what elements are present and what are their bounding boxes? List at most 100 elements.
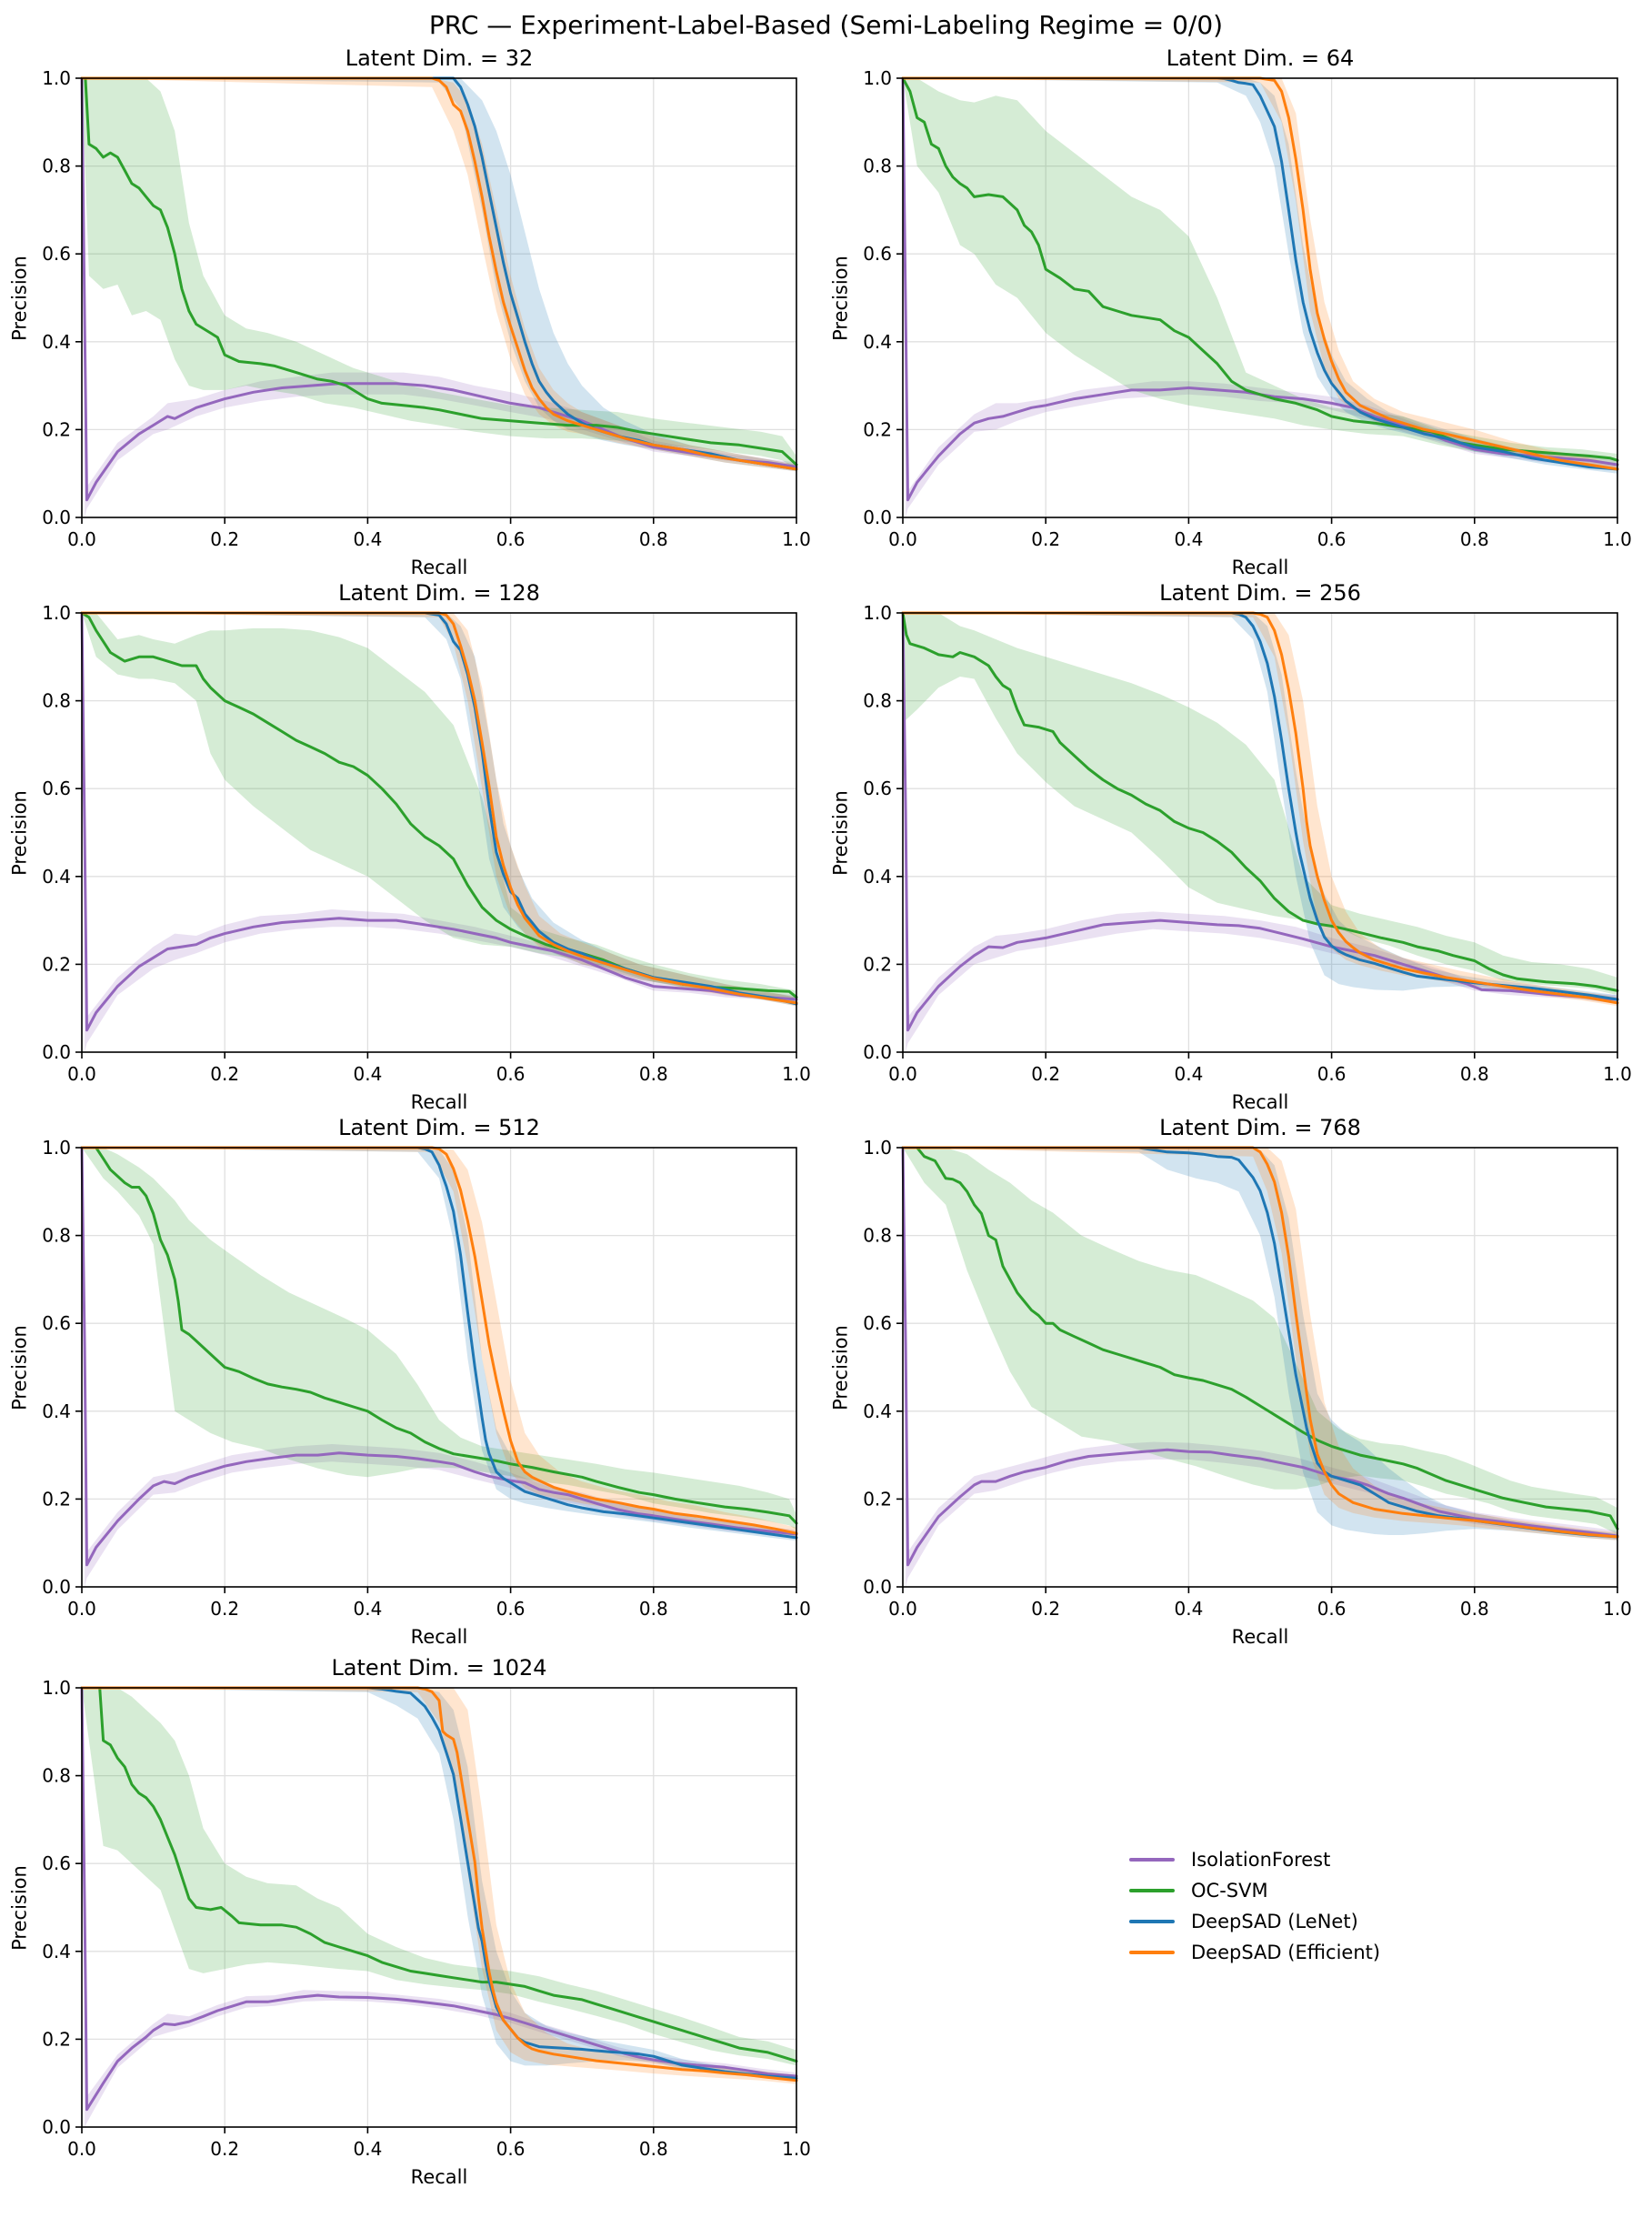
x-tick-label: 1.0 — [782, 1598, 811, 1620]
y-tick-label: 0.8 — [42, 690, 71, 712]
tick-labels: 0.00.0 0.2 0.2 0.4 0.4 0.6 0.6 0.8 0.8 1.0 1.0 — [42, 67, 811, 550]
series-line-oc-svm — [901, 611, 1619, 992]
y-tick-label: 0.2 — [863, 953, 892, 975]
x-tick-label: 0.2 — [1031, 1063, 1060, 1085]
prc-plot-latent-512: 0.00.0 0.2 0.2 0.4 0.4 0.6 0.6 0.8 0.8 1.0 1.0 — [42, 1137, 811, 1620]
x-tick-label: 0.8 — [1460, 528, 1489, 550]
x-tick-label: 0.0 — [888, 1598, 917, 1620]
series-line-isolationforest — [80, 1146, 798, 1567]
x-tick-label: 0.6 — [496, 1063, 526, 1085]
series-line-deepsad-efficient- — [901, 76, 1619, 471]
subplot-latent-512: Latent Dim. = 512 Precision 0.0 0.0 0.2 0.2… — [0, 1111, 873, 1698]
y-tick-label: 1.0 — [42, 602, 71, 624]
x-tick-label: 0.4 — [353, 2138, 382, 2160]
prc-plot-latent-768: 0.00.0 0.2 0.2 0.4 0.4 0.6 0.6 0.8 0.8 1.0 1.0 — [863, 1137, 1632, 1620]
x-axis-label: Recall — [410, 1626, 468, 1648]
y-tick-label: 0.0 — [42, 507, 71, 528]
series-line-oc-svm — [80, 1686, 798, 2063]
subplot-latent-768: Latent Dim. = 768 Precision 0.0 0.0 0.2 0.2… — [821, 1111, 1652, 1698]
series-line-deepsad-efficient- — [80, 611, 798, 1005]
y-tick-label: 0.4 — [863, 1400, 892, 1422]
axes-box — [81, 1687, 797, 2128]
subplot-title: Latent Dim. = 32 — [345, 45, 534, 71]
tick-marks — [896, 612, 1618, 1059]
y-tick-label: 0.4 — [863, 866, 892, 888]
series-line-isolationforest — [80, 76, 798, 502]
ocsvm-line-swatch — [1129, 1889, 1175, 1892]
legend-entry: OC-SVM — [1129, 1875, 1380, 1906]
legend-label: OC-SVM — [1191, 1880, 1268, 1902]
legend-label: IsolationForest — [1191, 1849, 1331, 1871]
axes-box — [902, 612, 1618, 1053]
deepsad-lenet-line-swatch — [1129, 1920, 1175, 1923]
subplot-latent-32: Latent Dim. = 32 Precision 0.0 0.0 0.2 0.2 0… — [0, 42, 873, 628]
x-tick-label: 1.0 — [782, 1063, 811, 1085]
x-axis-label: Recall — [1231, 557, 1289, 578]
series-line-isolationforest — [901, 1146, 1619, 1567]
series-line-isolationforest — [80, 1686, 798, 2112]
y-tick-label: 0.6 — [42, 778, 71, 799]
x-tick-label: 0.4 — [353, 1063, 382, 1085]
subplot-latent-128: Latent Dim. = 128 Precision 0.0 0.0 0.2 0.2… — [0, 577, 873, 1163]
confidence-band-isolationforest — [906, 288, 1617, 517]
series-line-deepsad-efficient- — [901, 1146, 1619, 1539]
tick-labels: 0.00.0 0.2 0.2 0.4 0.4 0.6 0.6 0.8 0.8 1.0 1.0 — [863, 1137, 1632, 1620]
x-tick-label: 1.0 — [1603, 528, 1632, 550]
series-line-oc-svm — [80, 1146, 798, 1525]
x-tick-label: 0.2 — [1031, 528, 1060, 550]
y-tick-label: 0.0 — [42, 1576, 71, 1598]
tick-labels: 0.00.0 0.2 0.2 0.4 0.4 0.6 0.6 0.8 0.8 1.0 1.0 — [863, 602, 1632, 1085]
x-tick-label: 0.0 — [67, 2138, 96, 2160]
subplot-title: Latent Dim. = 64 — [1166, 45, 1355, 71]
x-tick-label: 0.2 — [1031, 1598, 1060, 1620]
confidence-band-oc-svm — [82, 78, 796, 469]
y-tick-label: 0.8 — [863, 690, 892, 712]
series-line-isolationforest — [80, 611, 798, 1032]
y-tick-label: 0.2 — [42, 1488, 71, 1510]
x-tick-label: 0.4 — [353, 528, 382, 550]
legend: IsolationForest OC-SVM DeepSAD (LeNet) D… — [1129, 1844, 1380, 1968]
series-line-deepsad-efficient- — [80, 1686, 798, 2082]
confidence-band-oc-svm — [82, 613, 796, 1002]
x-tick-label: 0.6 — [1317, 1063, 1347, 1085]
confidence-band-oc-svm — [82, 1688, 796, 2066]
series-line-deepsad-efficient- — [80, 76, 798, 471]
tick-marks — [896, 77, 1618, 524]
x-tick-label: 0.0 — [67, 1063, 96, 1085]
y-tick-label: 0.2 — [863, 418, 892, 440]
subplot-title: Latent Dim. = 256 — [1159, 580, 1361, 606]
y-tick-label: 0.0 — [863, 1576, 892, 1598]
y-tick-label: 0.0 — [863, 1041, 892, 1063]
prc-plot-latent-1024: 0.00.0 0.2 0.2 0.4 0.4 0.6 0.6 0.8 0.8 1.0 1.0 — [42, 1677, 811, 2160]
x-tick-label: 0.2 — [210, 1598, 239, 1620]
x-axis-label: Recall — [1231, 1626, 1289, 1648]
x-tick-label: 0.4 — [1174, 528, 1203, 550]
axes-box — [81, 77, 797, 518]
confidence-band-deepsad-lenet- — [903, 1148, 1617, 1541]
confidence-band-oc-svm — [903, 1148, 1617, 1534]
series-line-isolationforest — [901, 76, 1619, 502]
y-tick-label: 0.6 — [42, 1852, 71, 1874]
x-tick-label: 0.2 — [210, 528, 239, 550]
x-tick-label: 0.0 — [67, 1598, 96, 1620]
x-tick-label: 0.0 — [888, 528, 917, 550]
y-tick-label: 0.4 — [42, 1400, 71, 1422]
confidence-band-oc-svm — [903, 78, 1617, 465]
x-tick-label: 1.0 — [782, 528, 811, 550]
y-tick-label: 0.0 — [863, 507, 892, 528]
subplot-title: Latent Dim. = 128 — [338, 580, 540, 606]
x-tick-label: 0.4 — [1174, 1063, 1203, 1085]
tick-labels: 0.00.0 0.2 0.2 0.4 0.4 0.6 0.6 0.8 0.8 1.0 1.0 — [42, 602, 811, 1085]
x-axis-label: Recall — [410, 557, 468, 578]
axes-box — [902, 77, 1618, 518]
y-tick-label: 0.6 — [863, 778, 892, 799]
y-tick-label: 0.8 — [863, 156, 892, 177]
series-line-oc-svm — [80, 611, 798, 999]
series-line-deepsad-lenet- — [80, 1146, 798, 1540]
tick-marks — [896, 1147, 1618, 1593]
legend-entry: DeepSAD (Efficient) — [1129, 1937, 1380, 1968]
y-tick-label: 0.6 — [863, 243, 892, 265]
y-tick-label: 0.4 — [42, 331, 71, 353]
y-tick-label: 0.2 — [42, 418, 71, 440]
x-tick-label: 1.0 — [1603, 1598, 1632, 1620]
